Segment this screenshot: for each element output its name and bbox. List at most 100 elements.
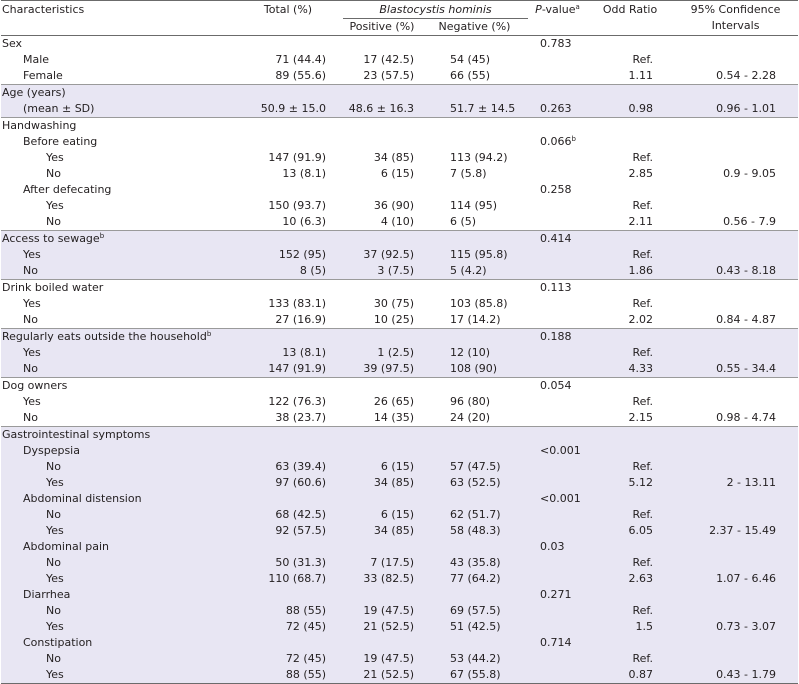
cell-negative: 57 (47.5) [421, 459, 529, 475]
cell-confidence-interval [673, 198, 798, 214]
cell-positive: 36 (90) [373, 199, 414, 212]
cell-negative [421, 587, 529, 603]
cell-odd-ratio: Ref. [632, 395, 654, 408]
table-row: Yes 88 (55) 21 (52.5) 67 (55.8) 0.87 0.43 - 1… [1, 667, 799, 684]
cell-total [233, 328, 343, 345]
row-label: Yes [1, 667, 233, 684]
cell-confidence-interval [673, 603, 799, 619]
cell-p-value [528, 166, 587, 182]
row-label: No [1, 214, 233, 231]
row-label: After defecating [1, 182, 233, 198]
row-label: No [1, 166, 233, 182]
cell-total: 89 (55.6) [275, 69, 326, 82]
cell-p-value-text: 0.188 [540, 330, 572, 343]
cell-total [233, 587, 343, 603]
cell-positive: 37 (92.5) [343, 247, 421, 263]
cell-odd-ratio: Ref. [632, 297, 654, 310]
header-negative: Negative (%) [421, 18, 529, 36]
row-label-text: No [46, 508, 61, 521]
table-row: No 72 (45) 19 (47.5) 53 (44.2) Ref. [1, 651, 799, 667]
cell-positive: 30 (75) [373, 297, 414, 310]
cell-positive: 34 (85) [343, 475, 421, 491]
cell-odd-ratio: Ref. [587, 507, 674, 523]
cell-negative: 113 (94.2) [450, 151, 508, 164]
cell-odd-ratio [587, 279, 674, 296]
cell-confidence-interval: 0.9 - 9.05 [723, 167, 777, 180]
table-header: Characteristics Total (%) Blastocystis h… [1, 0, 799, 36]
header-ci-line1: 95% Confidence [690, 3, 781, 16]
table-row: Before eating 0.066b [1, 134, 798, 150]
cell-positive: 3 (7.5) [343, 263, 421, 280]
cell-negative: 12 (10) [421, 345, 529, 361]
row-label-text: Yes [46, 572, 64, 585]
cell-total: 27 (16.9) [275, 313, 326, 326]
table-row: Yes 13 (8.1) 1 (2.5) 12 (10) Ref. [1, 345, 799, 361]
cell-confidence-interval: 2.37 - 15.49 [673, 523, 799, 539]
cell-p-value: 0.414 [528, 230, 588, 247]
table-body: Sex 0.783 Male 71 (44.4) 17 (42.5) 54 (45) Ref… [1, 35, 799, 684]
row-label: (mean ± SD) [1, 101, 233, 118]
cell-total: 122 (76.3) [268, 395, 326, 408]
cell-p-value: 0.113 [528, 279, 588, 296]
cell-total: 150 (93.7) [268, 199, 326, 212]
header-p-rest: -value [541, 3, 576, 16]
row-label-footnote: b [206, 330, 212, 338]
row-label-text: Dyspepsia [23, 444, 80, 457]
cell-confidence-interval [673, 247, 799, 263]
cell-odd-ratio [587, 84, 674, 101]
row-label-text: Access to sewage [2, 232, 100, 245]
cell-confidence-interval [673, 84, 799, 101]
cell-confidence-interval [673, 377, 799, 394]
cell-negative [421, 182, 528, 198]
cell-p-value: 0.188 [528, 328, 588, 345]
cell-negative: 6 (5) [450, 215, 477, 228]
cell-positive [343, 426, 421, 443]
table-row: No 13 (8.1) 6 (15) 7 (5.8) 2.85 0.9 - 9.05 [1, 166, 798, 182]
cell-negative: 24 (20) [450, 411, 491, 424]
cell-total: 92 (57.5) [233, 523, 343, 539]
table-row: Dog owners 0.054 [1, 377, 799, 394]
cell-p-value [528, 507, 588, 523]
row-label: No [1, 410, 233, 427]
cell-negative: 63 (52.5) [421, 475, 529, 491]
cell-total: 88 (55) [233, 667, 343, 684]
cell-p-value-text: 0.414 [540, 232, 572, 245]
cell-positive: 19 (47.5) [343, 603, 421, 619]
cell-p-value [528, 603, 588, 619]
cell-p-value-text: 0.054 [540, 379, 572, 392]
cell-odd-ratio: 1.5 [587, 619, 674, 635]
row-label-text: Abdominal distension [23, 492, 142, 505]
row-label: No [1, 263, 233, 280]
row-label: Yes [1, 198, 233, 214]
cell-odd-ratio [587, 377, 674, 394]
cell-positive: 19 (47.5) [343, 651, 421, 667]
row-label: Yes [1, 619, 233, 635]
cell-p-value [528, 426, 588, 443]
cell-positive: 6 (15) [380, 167, 414, 180]
cell-confidence-interval: 0.73 - 3.07 [673, 619, 799, 635]
row-label: No [1, 361, 233, 378]
cell-odd-ratio: Ref. [587, 247, 674, 263]
cell-positive: 34 (85) [373, 151, 414, 164]
row-label: Sex [1, 35, 233, 52]
cell-negative: 43 (35.8) [421, 555, 529, 571]
cell-confidence-interval [673, 134, 798, 150]
cell-negative [421, 230, 529, 247]
header-p-value: P-valuea [528, 0, 588, 36]
cell-positive [343, 377, 421, 394]
cell-p-value [528, 651, 588, 667]
cell-negative: 51.7 ± 14.5 [421, 101, 529, 118]
cell-p-value: <0.001 [528, 491, 588, 507]
cell-confidence-interval: 0.43 - 8.18 [673, 263, 799, 280]
cell-negative [421, 35, 529, 52]
table-row: No 88 (55) 19 (47.5) 69 (57.5) Ref. [1, 603, 799, 619]
cell-total: 110 (68.7) [233, 571, 343, 587]
cell-odd-ratio: 0.98 [587, 101, 674, 118]
header-ci-line2: Intervals [711, 19, 760, 32]
table-row: Yes 150 (93.7) 36 (90) 114 (95) Ref. [1, 198, 798, 214]
table-row: Male 71 (44.4) 17 (42.5) 54 (45) Ref. [1, 52, 798, 68]
row-label-text: Yes [46, 620, 64, 633]
table-row: No 63 (39.4) 6 (15) 57 (47.5) Ref. [1, 459, 799, 475]
cell-confidence-interval: 0.96 - 1.01 [673, 101, 799, 118]
cell-odd-ratio [587, 117, 674, 134]
